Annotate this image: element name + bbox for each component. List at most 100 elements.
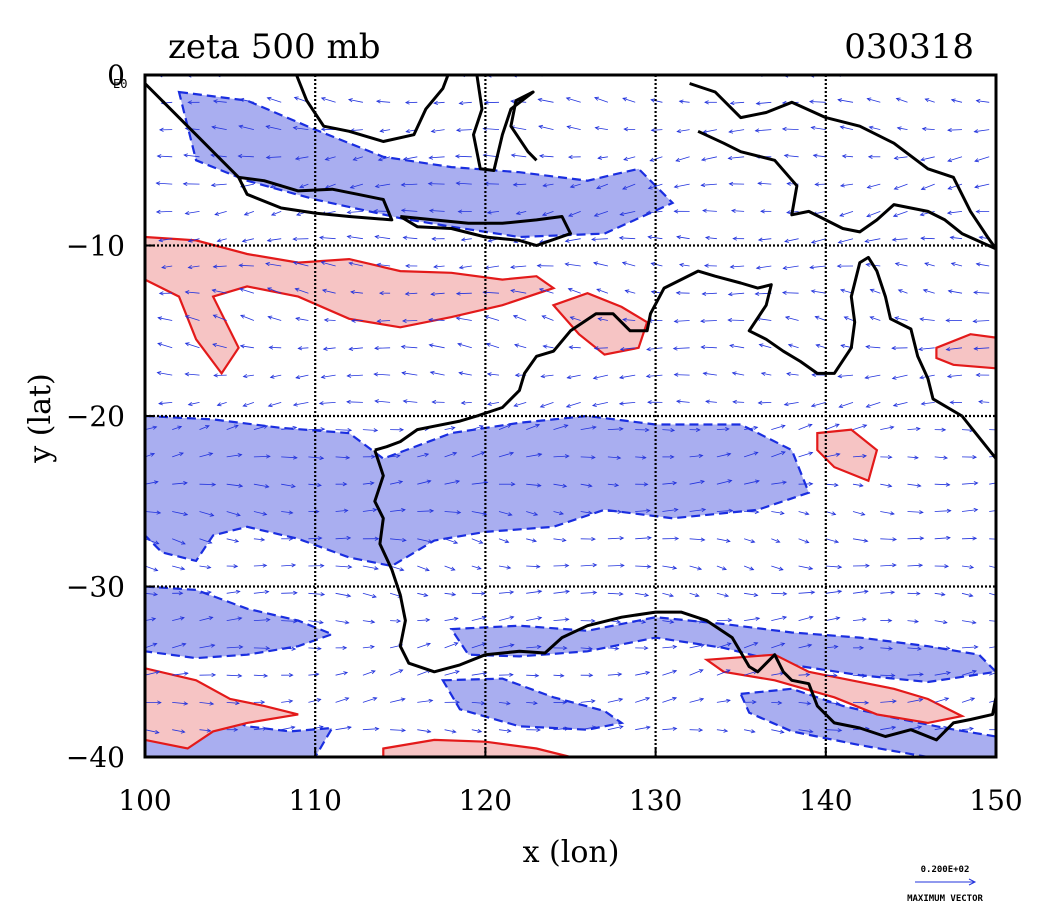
wind-vector [498, 702, 510, 705]
wind-vector [212, 289, 227, 294]
wind-vector [471, 729, 482, 733]
wind-vector-head [400, 182, 406, 187]
wind-vector-head [374, 566, 379, 571]
wind-vector [542, 315, 554, 321]
wind-vector [403, 156, 418, 160]
wind-vector-head [621, 261, 627, 266]
wind-vector-head [270, 211, 276, 216]
wind-vector-head [618, 697, 624, 702]
wind-vector [785, 316, 799, 321]
wind-vector-head [210, 182, 216, 188]
wind-vector-head [179, 616, 185, 621]
x-tick-label: 120 [459, 784, 512, 817]
wind-vector [755, 129, 772, 132]
wind-vector-head [839, 183, 845, 188]
wind-vector-head [187, 264, 193, 270]
wind-vector-head [216, 238, 222, 243]
wind-vector-head [646, 347, 651, 352]
wind-vector [702, 210, 717, 212]
wind-vector-head [236, 512, 241, 517]
wind-vector-head [320, 127, 326, 132]
wind-vector-head [348, 261, 354, 266]
wind-vector [295, 156, 309, 160]
wind-vector-head [732, 236, 738, 241]
wind-vector [498, 616, 514, 621]
wind-vector-head [154, 540, 160, 545]
wind-vector [761, 372, 772, 376]
wind-vector-head [675, 399, 681, 404]
wind-vector [145, 643, 157, 649]
wind-vector-head [374, 234, 380, 240]
wind-vector-head [587, 510, 593, 515]
wind-vector-head [395, 454, 401, 459]
wind-vector-head [896, 126, 902, 131]
wind-vector [607, 647, 619, 650]
wind-vector [390, 481, 403, 485]
wind-vector-head [317, 483, 322, 488]
wind-vector [716, 619, 732, 621]
wind-vector-head [641, 619, 647, 624]
wind-vector [716, 480, 732, 485]
wind-vector-head [645, 725, 651, 730]
wind-vector-head [268, 345, 274, 350]
wind-vector [989, 646, 996, 649]
wind-vector-head [184, 342, 190, 347]
wind-vector-head [973, 645, 979, 650]
wind-vector [934, 537, 951, 540]
wind-vector-head [591, 237, 596, 242]
wind-vector [240, 98, 254, 103]
wind-vector [461, 238, 472, 241]
wind-vector-head [150, 452, 156, 457]
pos-region-east-coast [935, 333, 996, 370]
wind-vector [335, 620, 349, 624]
wind-vector-head [919, 212, 925, 217]
wind-vector [145, 129, 146, 131]
wind-vector [362, 728, 379, 731]
wind-vector [798, 729, 813, 733]
wind-vector-head [509, 451, 515, 456]
wind-vector-head [288, 699, 294, 704]
wind-vector-head [156, 154, 162, 159]
wind-vector [702, 292, 717, 295]
wind-vector [662, 728, 677, 731]
wind-vector-head [374, 183, 380, 189]
wind-vector [784, 238, 799, 242]
wind-vector-head [701, 291, 707, 296]
wind-vector [961, 592, 973, 597]
wind-vector [543, 345, 554, 349]
wind-vector-head [700, 182, 706, 188]
wind-vector-head [946, 210, 952, 215]
wind-vector-head [973, 129, 979, 134]
wind-vector [239, 264, 254, 267]
wind-vector-head [155, 209, 161, 214]
wind-vector-head [237, 616, 243, 621]
wind-vector-head [863, 589, 869, 594]
wind-vector [961, 646, 978, 649]
wind-vector-head [757, 400, 763, 405]
wind-vector [240, 345, 254, 349]
wind-vector [838, 238, 854, 243]
wind-vector-head [371, 454, 376, 459]
wind-vector [239, 288, 255, 294]
wind-vector [253, 538, 265, 541]
wind-vector-head [342, 482, 348, 487]
wind-vector-head [153, 592, 159, 597]
wind-vector-head [512, 182, 518, 187]
wind-vector [321, 261, 336, 267]
wind-vector-head [919, 536, 925, 541]
wind-vector-head [591, 425, 597, 430]
wind-vector [635, 726, 650, 731]
wind-vector-head [267, 403, 273, 408]
wind-vector [145, 266, 146, 267]
wind-vector-head [132, 156, 136, 160]
wind-vector-head [506, 424, 512, 429]
wind-vector [293, 261, 309, 267]
wind-vector [744, 480, 760, 485]
wind-vector [401, 183, 418, 186]
wind-vector [514, 402, 527, 407]
wind-vector [744, 729, 755, 733]
wind-vector-head [398, 480, 404, 485]
wind-vector [325, 156, 336, 160]
wind-vector [390, 509, 406, 512]
wind-vector [689, 480, 705, 485]
